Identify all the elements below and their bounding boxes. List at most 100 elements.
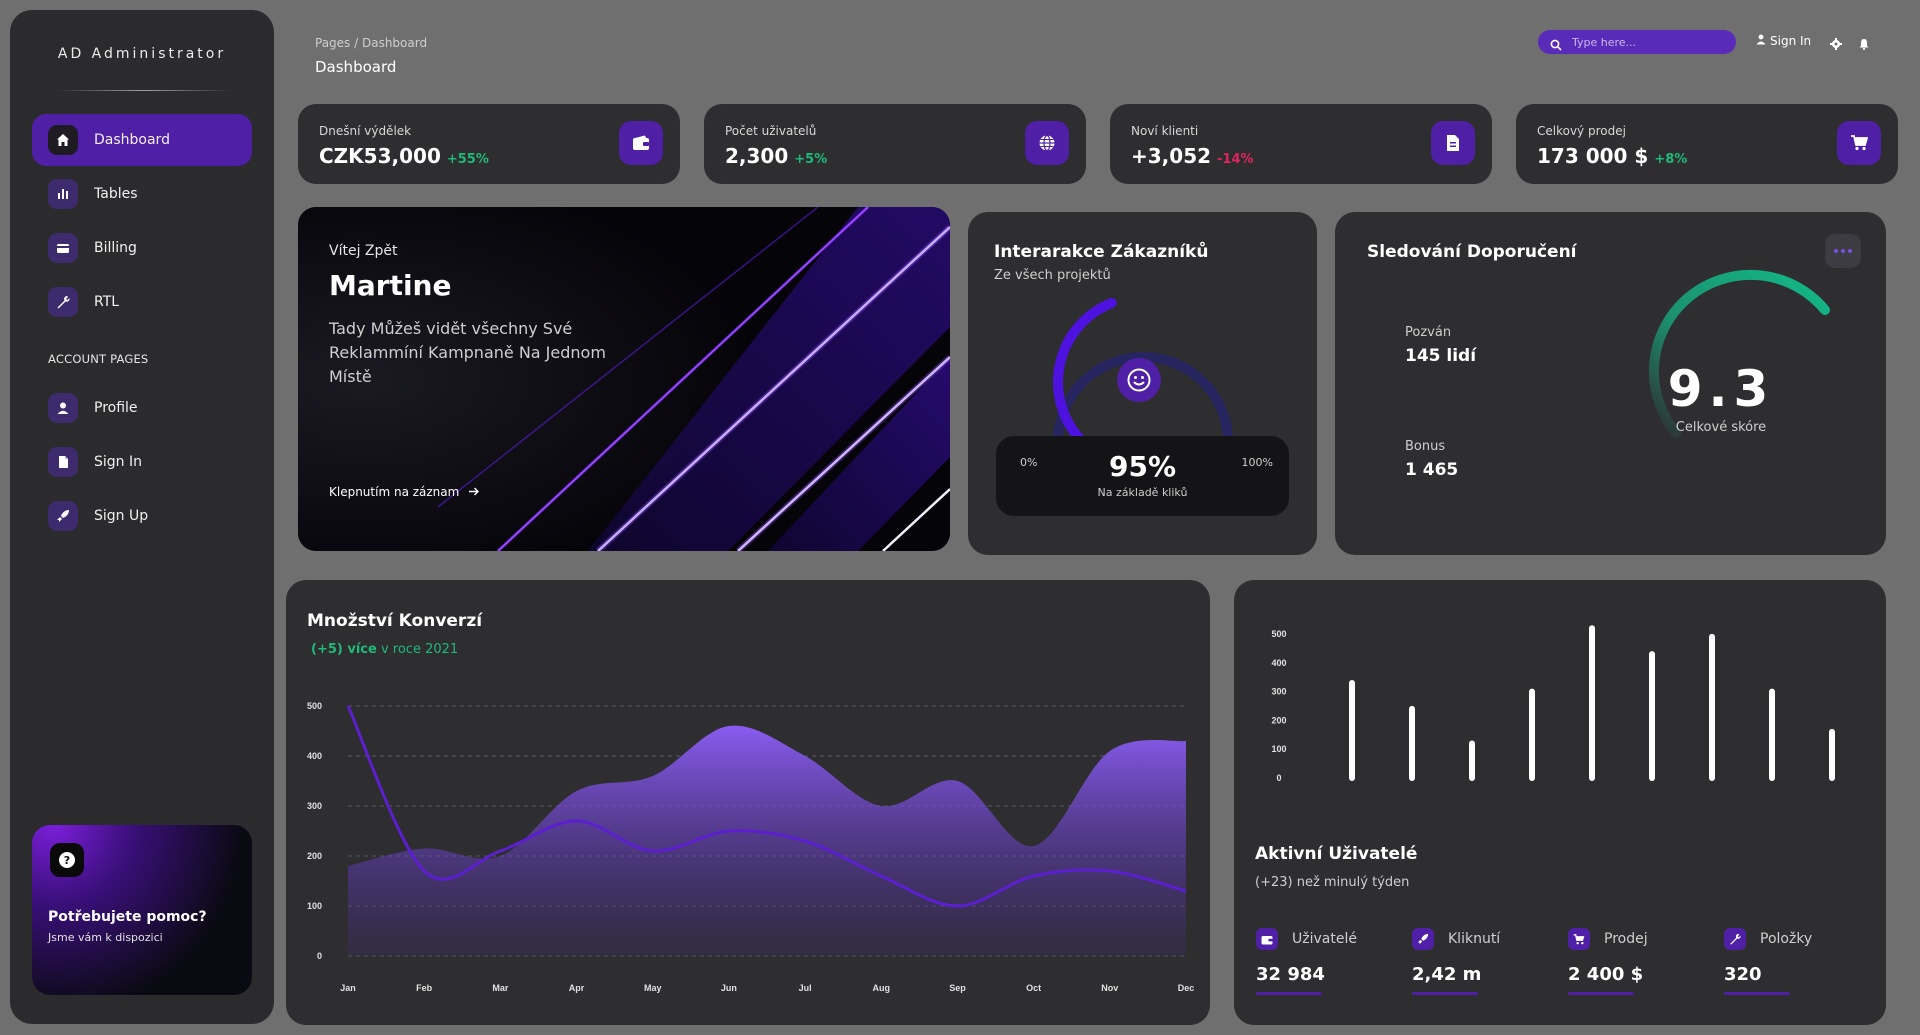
invited-label: Pozván	[1405, 325, 1452, 340]
series-1-area	[348, 725, 1186, 956]
stat-value: 173 000 $	[1537, 144, 1649, 168]
welcome-card: Vítej Zpět Martine Tady Můžeš vidět všec…	[298, 207, 950, 551]
bonus-value: 1 465	[1405, 460, 1459, 480]
x-tick-label: Aug	[873, 983, 891, 993]
x-tick-label: Sep	[949, 983, 966, 993]
stat-value-row: +3,052 -14%	[1131, 144, 1254, 168]
active-users-subtitle: (+23) než minulý týden	[1255, 875, 1410, 890]
satisfaction-subtitle: Ze všech projektů	[994, 268, 1111, 283]
home-icon	[48, 125, 78, 155]
sidebar-item-label: Sign In	[94, 454, 142, 470]
rocket-icon	[1412, 928, 1434, 950]
sidebar-item-label: RTL	[94, 294, 120, 310]
rocket-icon	[48, 501, 78, 531]
help-card[interactable]: ? Potřebujete pomoc? Jsme vám k dispozic…	[32, 825, 252, 995]
y-tick-label: 300	[307, 801, 322, 811]
section-heading: ACCOUNT PAGES	[48, 352, 149, 366]
bell-icon[interactable]	[1858, 35, 1870, 54]
active-users-chart: 0 100 200 300 400 500	[1271, 625, 1835, 783]
invited-value: 145 lidí	[1405, 346, 1477, 366]
sidebar-item-billing[interactable]: Billing	[32, 222, 252, 274]
satisfaction-basis: Na základě kliků	[1097, 486, 1188, 499]
x-tick-label: Mar	[492, 983, 509, 993]
sidebar-item-sign-up[interactable]: Sign Up	[32, 490, 252, 542]
wrench-icon	[1724, 928, 1746, 950]
x-tick-label: May	[644, 983, 662, 993]
metric-bar	[1412, 992, 1478, 995]
stat-label: Noví klienti	[1131, 124, 1199, 138]
metric-bar	[1724, 992, 1790, 995]
satisfaction-percent: 95%	[1108, 450, 1177, 483]
search-icon	[1550, 36, 1562, 55]
x-tick-label: Jul	[799, 983, 812, 993]
active-users-card: 0 100 200 300 400 500 Aktivní Uživatelé (+23)…	[1234, 580, 1886, 1025]
sidebar-item-label: Sign Up	[94, 508, 149, 524]
metric-label: Uživatelé	[1292, 931, 1357, 947]
x-tick-label: Jan	[340, 983, 356, 993]
sidebar-item-tables[interactable]: Tables	[32, 168, 252, 220]
x-tick-label: Nov	[1101, 983, 1118, 993]
globe-icon	[1025, 121, 1069, 165]
person-icon	[48, 393, 78, 423]
sales-chart-card: Množství Konverzí (+5) více v roce 2021 …	[286, 580, 1210, 1025]
x-tick-label: Oct	[1026, 983, 1041, 993]
sidebar-item-dashboard[interactable]: Dashboard	[32, 114, 252, 166]
breadcrumb: Pages / Dashboard	[315, 36, 428, 50]
x-tick-label: Jun	[721, 983, 737, 993]
y-tick-label: 100	[307, 901, 322, 911]
credit-card-icon	[48, 233, 78, 263]
stat-change: +5%	[794, 152, 828, 167]
y-tick-label: 200	[1271, 715, 1286, 725]
gear-icon[interactable]	[1830, 35, 1842, 54]
x-tick-label: Apr	[569, 983, 585, 993]
metric-label: Položky	[1760, 931, 1813, 947]
score-label: Celkové skóre	[1675, 420, 1767, 435]
x-tick-label: Feb	[416, 983, 433, 993]
series-2-line	[346, 705, 1187, 908]
metric-bar	[1568, 992, 1634, 995]
stat-label: Počet uživatelů	[725, 124, 817, 138]
sales-chart-title: Množství Konverzí	[307, 611, 483, 631]
sidebar-item-profile[interactable]: Profile	[32, 382, 252, 434]
search-input[interactable]: Type here...	[1538, 30, 1736, 54]
welcome-text: Tady Můžeš vidět všechny Své Reklammíní …	[329, 319, 606, 386]
metric-value: 32 984	[1256, 964, 1325, 985]
stat-card-users: Počet uživatelů 2,300 +5%	[704, 104, 1086, 184]
referral-card: Sledování Doporučení Pozván 145 lidí Bon…	[1335, 212, 1886, 555]
welcome-name: Martine	[329, 269, 452, 302]
satisfaction-title: Interarakce Zákazníků	[994, 242, 1209, 262]
page-title: Dashboard	[315, 58, 397, 76]
welcome-link[interactable]: Klepnutím na záznam	[329, 485, 480, 499]
sidebar-item-rtl[interactable]: RTL	[32, 276, 252, 328]
y-tick-label: 100	[1271, 744, 1286, 754]
y-tick-label: 500	[307, 701, 322, 711]
arrow-right-icon	[469, 485, 480, 499]
stat-change: +55%	[446, 152, 489, 167]
sidebar-item-sign-in[interactable]: Sign In	[32, 436, 252, 488]
stat-label: Celkový prodej	[1537, 124, 1626, 138]
wallet-icon	[1256, 928, 1278, 950]
welcome-background	[298, 207, 950, 551]
sales-chart-subtitle: (+5) více v roce 2021	[311, 642, 458, 657]
metric-label: Prodej	[1604, 931, 1648, 947]
metric-label: Kliknutí	[1448, 931, 1501, 947]
more-options-button[interactable]	[1825, 234, 1861, 268]
gauge-min-label: 0%	[1020, 456, 1038, 469]
sidebar-item-label: Profile	[94, 400, 138, 416]
y-tick-label: 400	[307, 751, 322, 761]
person-icon	[1756, 34, 1766, 48]
stat-change: +8%	[1654, 152, 1688, 167]
stat-card-clients: Noví klienti +3,052 -14%	[1110, 104, 1492, 184]
welcome-greeting: Vítej Zpět	[329, 243, 398, 259]
sign-in-link[interactable]: Sign In	[1756, 34, 1811, 48]
stat-change: -14%	[1217, 152, 1254, 167]
y-tick-label: 200	[307, 851, 322, 861]
x-tick-label: Dec	[1178, 983, 1195, 993]
gauge-max-label: 100%	[1241, 456, 1273, 469]
help-title: Potřebujete pomoc?	[48, 909, 207, 925]
document-icon	[48, 447, 78, 477]
stat-value-row: 2,300 +5%	[725, 144, 827, 168]
sales-change: (+5) více	[311, 642, 377, 657]
stat-value: CZK53,000	[319, 144, 441, 168]
wallet-icon	[619, 121, 663, 165]
